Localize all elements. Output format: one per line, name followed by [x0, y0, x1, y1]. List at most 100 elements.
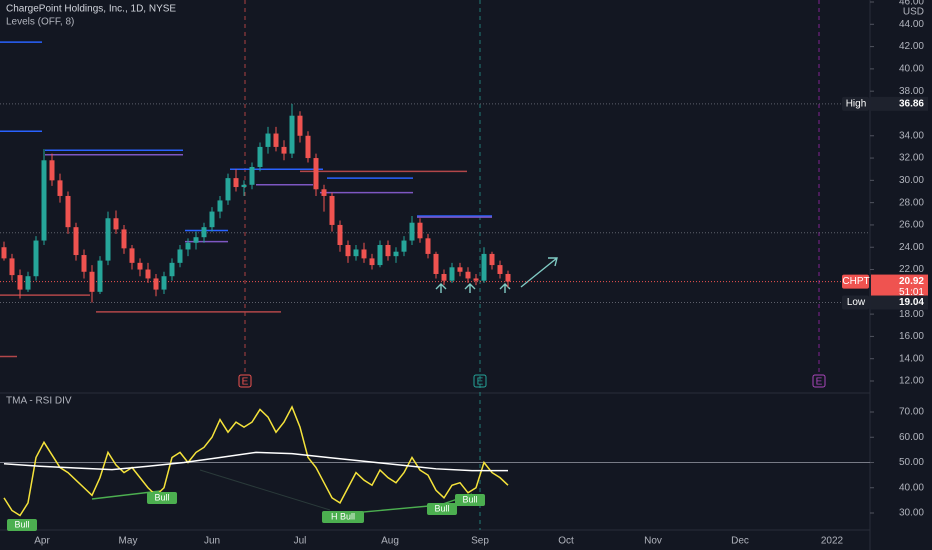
candle-body — [169, 262, 175, 277]
candle-body — [153, 278, 159, 290]
signal-label: H Bull — [331, 511, 355, 521]
candle-body — [377, 245, 383, 266]
badge-label-bg — [842, 274, 869, 289]
countdown: 51:01 — [899, 287, 924, 298]
candle-body — [473, 278, 479, 281]
badge-label-bg — [842, 295, 869, 310]
candle-body — [97, 260, 103, 292]
candle-body — [17, 275, 23, 290]
y-tick-label: 32.00 — [899, 153, 924, 164]
candle-body — [9, 258, 15, 276]
x-tick-label: Aug — [381, 536, 399, 547]
candle-body — [305, 135, 311, 159]
signal-label-bg — [7, 519, 37, 531]
signal-label: Bull — [462, 494, 477, 504]
earnings-marker-label: E — [242, 377, 249, 388]
indicator-line — [3, 405, 509, 517]
x-tick-label: Sep — [471, 536, 489, 547]
y-tick-label: 70.00 — [899, 407, 924, 418]
badge-label: CHPT — [842, 276, 869, 287]
candle-body — [257, 146, 263, 167]
candle-body — [121, 229, 127, 249]
indicator-title: TMA - RSI DIV — [6, 396, 72, 407]
y-tick-label: 24.00 — [899, 242, 924, 253]
candle-body — [449, 267, 455, 281]
candle-body — [1, 247, 7, 259]
earnings-marker[interactable] — [473, 374, 487, 388]
candle-body — [297, 115, 303, 136]
y-tick-label: 38.00 — [899, 86, 924, 97]
badge-bg — [871, 295, 928, 310]
y-tick-label: 16.00 — [899, 331, 924, 342]
signal-label: Bull — [14, 519, 29, 529]
candle-body — [289, 115, 295, 154]
candle-body — [73, 227, 79, 256]
indicator-line — [3, 451, 508, 472]
candle-body — [393, 251, 399, 257]
earnings-marker[interactable] — [238, 374, 252, 388]
y-tick-label: 30.00 — [899, 175, 924, 186]
y-tick-label: 34.00 — [899, 130, 924, 141]
candle-body — [273, 133, 279, 147]
candle-body — [41, 160, 47, 241]
candle-body — [281, 146, 287, 154]
candle-body — [497, 265, 503, 274]
earnings-marker[interactable] — [812, 374, 826, 388]
candle-body — [145, 269, 151, 279]
y-tick-label: 28.00 — [899, 197, 924, 208]
currency: USD — [903, 7, 924, 18]
signal-label-bg — [147, 492, 177, 504]
indicator-legend: Levels (OFF, 8) — [6, 17, 74, 28]
candle-body — [185, 242, 191, 250]
candle-body — [465, 271, 471, 279]
y-tick-label: 60.00 — [899, 432, 924, 443]
signal-label-bg — [455, 494, 485, 506]
badge-bg — [871, 96, 928, 111]
candle-body — [217, 200, 223, 212]
candle-body — [433, 253, 439, 274]
y-tick-label: 30.00 — [899, 508, 924, 519]
x-tick-label: Jul — [294, 536, 307, 547]
candle-body — [193, 237, 199, 243]
candle-body — [361, 249, 367, 259]
signal-label: Bull — [434, 503, 449, 513]
y-tick-label: 46.00 — [899, 0, 924, 8]
candle-body — [105, 218, 111, 261]
candle-body — [313, 158, 319, 190]
badge-label: Low — [847, 297, 866, 308]
divergence-line — [199, 469, 331, 511]
signal-label: Bull — [154, 492, 169, 502]
x-tick-label: May — [119, 536, 138, 547]
candle-body — [209, 211, 215, 228]
candle-body — [177, 249, 183, 263]
candle-body — [249, 166, 255, 185]
candle-body — [49, 160, 55, 181]
y-tick-label: 14.00 — [899, 353, 924, 364]
candle-body — [225, 178, 231, 201]
candle-body — [385, 245, 391, 257]
candle-body — [489, 253, 495, 266]
x-tick-label: Apr — [34, 536, 50, 547]
candle-body — [353, 249, 359, 257]
badge-value: 20.92 — [899, 276, 924, 287]
candle-body — [441, 273, 447, 281]
y-tick-label: 40.00 — [899, 64, 924, 75]
x-tick-label: Nov — [644, 536, 662, 547]
candle-body — [425, 238, 431, 254]
badge-value: 36.86 — [899, 99, 924, 110]
badge-label: High — [846, 99, 867, 110]
candle-body — [265, 133, 271, 147]
candle-body — [161, 276, 167, 290]
candle-body — [417, 222, 423, 239]
candle-body — [65, 195, 71, 228]
x-tick-label: Oct — [558, 536, 574, 547]
candle-body — [129, 248, 135, 263]
candle-body — [241, 184, 247, 188]
candle-body — [33, 240, 39, 277]
candle-body — [369, 258, 375, 266]
candle-body — [337, 224, 343, 246]
signal-label-bg — [427, 503, 457, 515]
candle-body — [457, 267, 463, 272]
candle-body — [345, 245, 351, 257]
y-tick-label: 26.00 — [899, 220, 924, 231]
